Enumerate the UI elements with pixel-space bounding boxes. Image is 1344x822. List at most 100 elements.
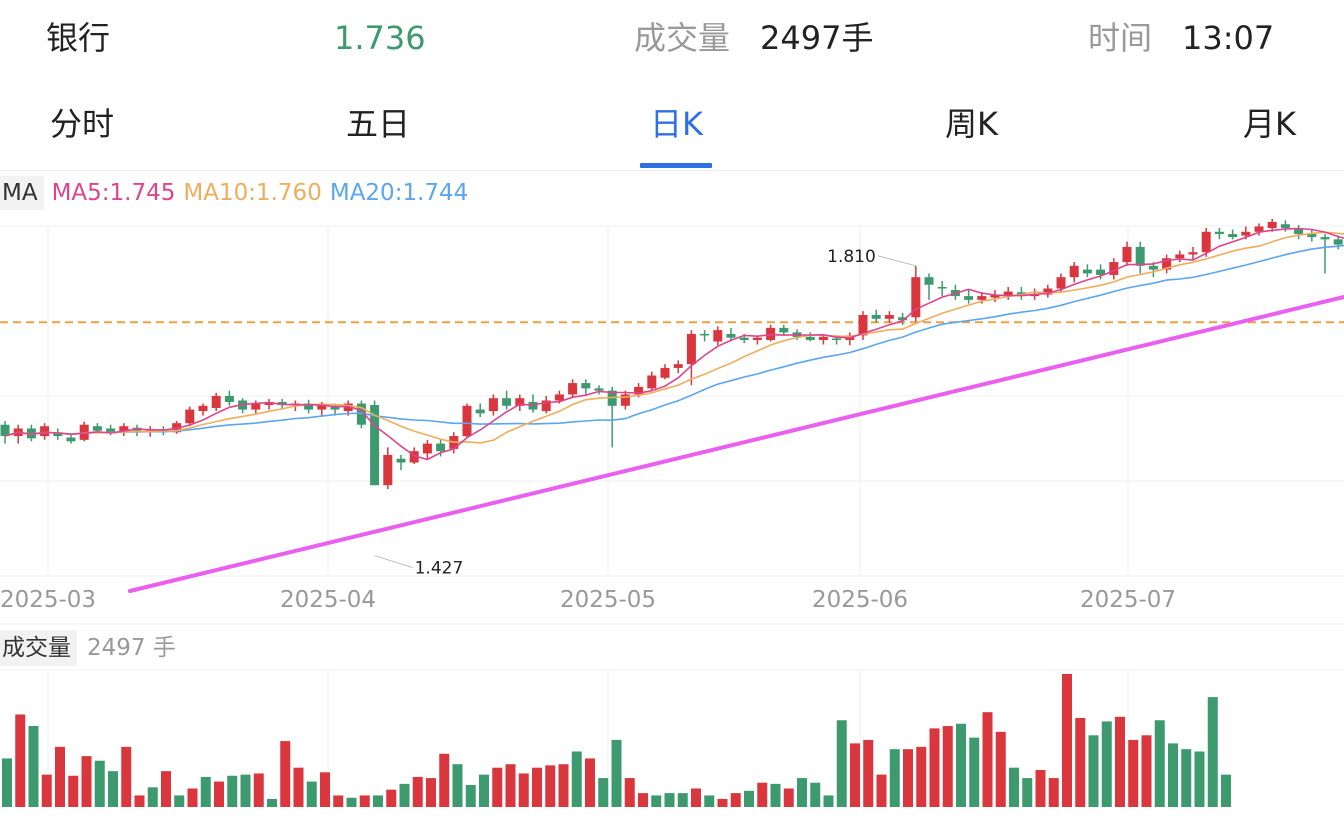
volume-bar [240,774,251,807]
annotation-label: 1.427 [415,559,464,579]
volume-bar [1194,751,1205,807]
quote-header: 银行 1.736 成交量 2497手 时间 13:07 [0,0,1344,80]
period-tabs: 分时 五日 日K 周K 月K [0,94,1344,171]
volume-bar [28,726,39,807]
volume-bar [1088,735,1099,807]
volume-bar [81,756,92,807]
candle-body [396,458,406,463]
annotation-leader [374,555,413,569]
candle-body [1162,258,1172,270]
volume-bar [1022,778,1033,807]
volume-bar [293,767,304,807]
volume-legend-value: 2497 手 [87,635,176,661]
volume-bar [916,746,927,807]
volume-bar [598,778,609,807]
volume-bar [995,731,1006,807]
annotation-label: 1.810 [827,247,876,267]
volume-bar [2,758,12,807]
candle-body [1228,234,1238,238]
volume-bar [691,788,701,807]
candle-body [858,315,868,336]
candle-body [1280,224,1290,228]
chart-overlay: 1.810 1.427 [128,247,1344,593]
volume-bar [187,788,198,807]
candle-body [673,364,683,368]
x-tick-label: 2025-03 [0,587,96,613]
tab-intraday[interactable]: 分时 [50,105,115,143]
candle-body [462,405,472,437]
candle-body [832,338,842,340]
candle-body [383,454,393,486]
candle-body [660,367,670,378]
volume-bar [889,749,900,807]
candle-body [211,395,221,409]
candle-body [264,402,274,406]
volume-bar [810,782,821,807]
volume-bar [439,753,450,807]
volume-bar [465,785,476,807]
candle-body [1056,277,1066,289]
volume-bar [770,783,781,807]
candle-body [330,405,340,410]
volume-bar [836,720,847,807]
candle-body [1069,265,1079,278]
candle-body [1082,269,1092,274]
candle-body [224,395,234,402]
volume-bar [863,739,874,807]
moving-average-lines [4,227,1344,461]
volume-bar [253,773,264,807]
candle-body [53,432,63,437]
candle-body [304,403,314,410]
tab-five-day[interactable]: 五日 [346,105,411,143]
volume-bar [333,795,344,807]
volume-bar [15,714,26,807]
volume-bar [94,760,105,807]
candle-body [898,317,908,321]
volume-bar [1128,739,1139,807]
candle-body [488,398,498,412]
volume-value: 2497手 [760,19,874,57]
candle-body [26,428,36,439]
active-tab-indicator [640,163,712,168]
candle-body [317,405,327,410]
ma10-legend: MA10:1.760 [183,180,322,206]
candle-body [475,409,485,414]
ma-legend: MA MA5:1.745 MA10:1.760 MA20:1.744 [0,176,468,210]
tab-monthly-k[interactable]: 月K [1243,105,1296,143]
tab-daily-k[interactable]: 日K [650,105,703,143]
candle-body [541,400,551,412]
candle-body [647,375,657,389]
x-tick-label: 2025-05 [560,587,656,613]
volume-bar [41,774,52,807]
volume-bar [452,764,463,807]
candle-body [1241,231,1251,236]
candle-body [686,333,696,365]
volume-bar [174,795,185,807]
volume-bar [55,746,65,807]
volume-bar [518,773,529,807]
volume-bar [320,772,330,807]
volume-bar [214,781,224,807]
candle-body [620,394,630,406]
volume-bar [929,728,940,807]
ma-legend-tag[interactable]: MA [0,176,44,210]
candle-body [356,403,366,425]
volume-bar [823,795,834,807]
volume-bar [306,781,317,807]
volume-bar [585,758,595,807]
candle-body [1267,221,1277,228]
volume-legend-tag[interactable]: 成交量 [0,630,77,666]
trend-line [128,295,1344,593]
candle-body [436,443,446,452]
tab-weekly-k[interactable]: 周K [945,105,998,143]
volume-bar [1168,743,1178,807]
volume-bar [505,764,516,807]
volume-bar [1101,721,1112,807]
candle-body [119,426,129,433]
time-label: 时间 [1088,19,1153,57]
x-tick-label: 2025-06 [812,587,908,613]
volume-bar [532,767,542,807]
volume-bar [121,746,132,807]
candle-body [700,333,710,336]
